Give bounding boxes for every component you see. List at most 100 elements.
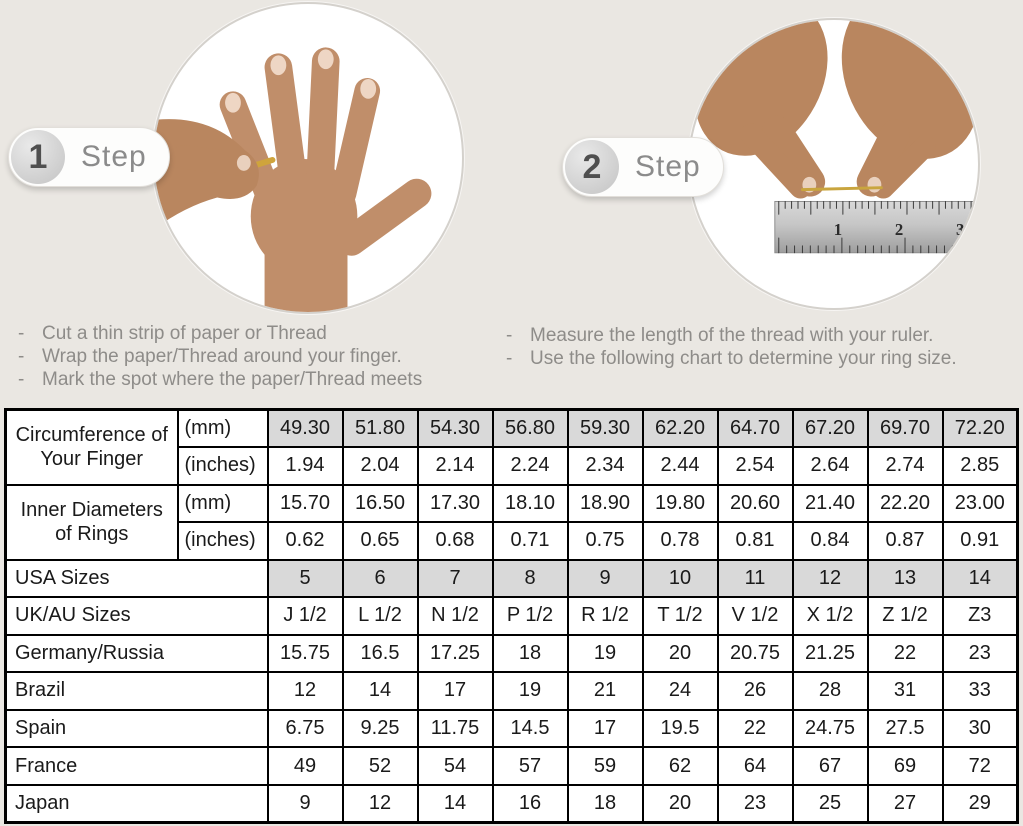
table-cell: (inches)	[176, 521, 269, 561]
table-cell: 6	[341, 558, 419, 599]
bullet-dash: -	[506, 325, 513, 346]
table-cell: 52	[341, 746, 419, 786]
table-cell: 20.60	[716, 483, 794, 524]
table-cell: 24.75	[791, 708, 869, 749]
pinching-finger-shape	[171, 145, 253, 176]
table-cell: 0.81	[716, 521, 794, 561]
fingernail	[236, 155, 251, 171]
table-row: Spain 6.75 9.25 11.75 14.5 17 19.5 22 24.75 27.5 3…	[4, 708, 1019, 749]
instruction-text: Use the following chart to determine you…	[530, 348, 957, 369]
table-cell: (mm)	[176, 483, 269, 524]
table-cell: 23.00	[941, 483, 1019, 524]
table-cell: (inches)	[176, 446, 269, 486]
fingernail	[360, 79, 377, 99]
table-cell: 22.20	[866, 483, 944, 524]
table-row: (inches) 0.62 0.65 0.68 0.71 0.75 0.78 0.81 0.84…	[6, 521, 1019, 561]
table-cell: V 1/2	[716, 596, 794, 636]
table-row: France 49 52 54 57 59 62 64 67 69 72	[4, 746, 1019, 786]
step2-photo-circle: 1 2 3	[688, 18, 980, 310]
table-cell: 25	[791, 783, 869, 824]
right-pinch-thumb	[872, 135, 936, 199]
table-cell: 20.75	[716, 633, 794, 674]
table-cell: 49	[266, 746, 344, 786]
row-label: Brazil	[4, 671, 269, 711]
row-label: Germany/Russia	[4, 633, 269, 674]
table-cell: 0.71	[491, 521, 569, 561]
table-cell: 23	[941, 633, 1019, 674]
table-cell: 21.25	[791, 633, 869, 674]
table-cell: T 1/2	[641, 596, 719, 636]
table-cell: 49.30	[266, 408, 344, 449]
how-to-measure-section: 1 2 3 1 Step 2 Step - Cut a thin strip of p…	[0, 0, 1023, 408]
table-cell: 17	[416, 671, 494, 711]
ring-size-table-body: Circumference of Your Finger (mm) 49.30 51.…	[4, 408, 1019, 824]
table-cell: 16.50	[341, 483, 419, 524]
table-cell: 21	[566, 671, 644, 711]
instruction-line: - Wrap the paper/Thread around your finge…	[18, 345, 488, 368]
table-cell: 11.75	[416, 708, 494, 749]
right-pinch-finger	[856, 119, 910, 197]
step2-label: Step	[635, 150, 701, 183]
step1-badge: 1 Step	[8, 127, 170, 187]
table-cell: 22	[866, 633, 944, 674]
table-cell: 0.75	[566, 521, 644, 561]
row-label: Japan	[4, 783, 269, 824]
table-cell: 27	[866, 783, 944, 824]
table-cell: 23	[716, 783, 794, 824]
table-cell: J 1/2	[266, 596, 344, 636]
table-row: Circumference of Your Finger (mm) 49.30 51.…	[4, 408, 1019, 486]
table-cell: 31	[866, 671, 944, 711]
table-cell: 2.24	[491, 446, 569, 486]
instruction-line: - Cut a thin strip of paper or Thread	[18, 322, 488, 345]
table-cell: 8	[491, 558, 569, 599]
table-row: Inner Diameters of Rings (mm) 15.70 16.50 17…	[4, 483, 1019, 561]
table-cell: 24	[641, 671, 719, 711]
gold-thread-icon	[800, 186, 883, 192]
table-row: USA Sizes 5 6 7 8 9 10 11 12 13 14	[4, 558, 1019, 599]
table-row: Germany/Russia 15.75 16.5 17.25 18 19 20 20.75 2…	[4, 633, 1019, 674]
ring-size-table: Circumference of Your Finger (mm) 49.30 51.…	[4, 408, 1019, 824]
table-cell: 14	[416, 783, 494, 824]
row-label: France	[4, 746, 269, 786]
table-cell: 14.5	[491, 708, 569, 749]
table-cell: 18.10	[491, 483, 569, 524]
table-cell: Z3	[941, 596, 1019, 636]
table-cell: 15.75	[266, 633, 344, 674]
table-cell: 2.64	[791, 446, 869, 486]
table-cell: 18	[491, 633, 569, 674]
bullet-dash: -	[18, 346, 25, 367]
step1-number-circle: 1	[11, 130, 65, 184]
table-cell: 14	[341, 671, 419, 711]
step1-number: 1	[28, 137, 48, 176]
table-cell: 0.84	[791, 521, 869, 561]
table-cell: (mm)	[176, 408, 269, 449]
table-cell: 56.80	[491, 408, 569, 449]
table-cell: 6.75	[266, 708, 344, 749]
step2-number: 2	[582, 147, 602, 186]
table-cell: 30	[941, 708, 1019, 749]
table-cell: 0.87	[866, 521, 944, 561]
table-cell: 7	[416, 558, 494, 599]
step2-badge: 2 Step	[562, 137, 724, 197]
fingernail	[225, 92, 241, 113]
table-cell: 69	[866, 746, 944, 786]
ruler-number: 2	[895, 220, 903, 239]
row-group-label: Inner Diameters of Rings	[4, 483, 179, 561]
table-cell: 16	[491, 783, 569, 824]
step1-label: Step	[81, 140, 147, 173]
table-cell: 0.62	[266, 521, 344, 561]
table-cell: 13	[866, 558, 944, 599]
instruction-line: - Measure the length of the thread with y…	[506, 324, 1018, 347]
finger-shape	[306, 47, 340, 199]
table-cell: 15.70	[266, 483, 344, 524]
step1-instructions: - Cut a thin strip of paper or Thread - Wra…	[18, 322, 488, 391]
table-cell: 69.70	[866, 408, 944, 449]
table-cell: 0.65	[341, 521, 419, 561]
finger-shape	[219, 91, 284, 213]
ruler-number: 3	[956, 220, 964, 239]
table-cell: 18.90	[566, 483, 644, 524]
table-cell: 2.85	[941, 446, 1019, 486]
table-cell: 11	[716, 558, 794, 599]
table-row: Japan 9 12 14 16 18 20 23 25 27 29	[4, 783, 1019, 824]
